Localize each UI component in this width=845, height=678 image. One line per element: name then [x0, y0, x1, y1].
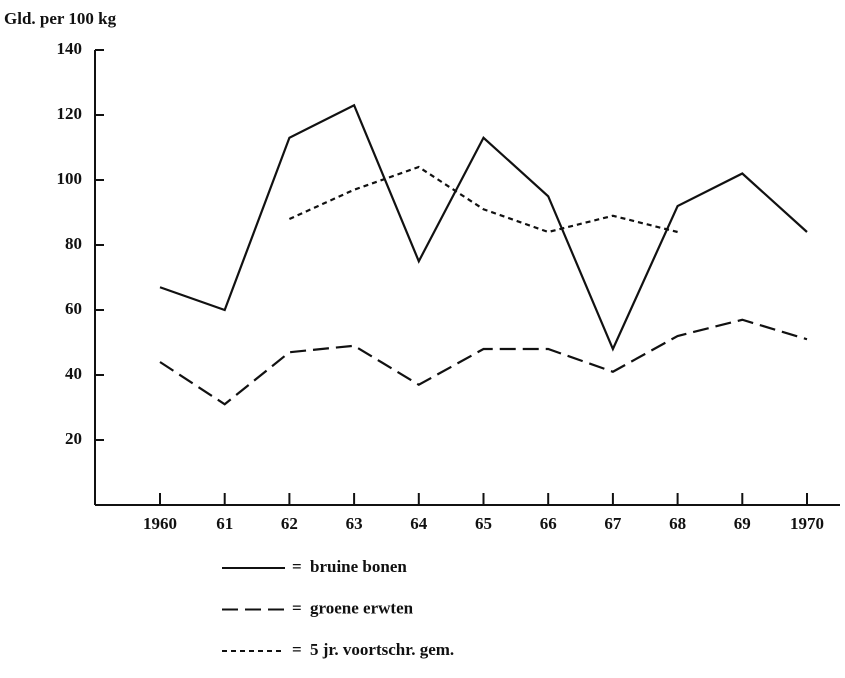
legend-marker: = [292, 598, 302, 617]
x-tick-label: 63 [346, 514, 363, 533]
x-tick-label: 1960 [143, 514, 177, 533]
y-tick-label: 140 [57, 39, 83, 58]
legend-label: bruine bonen [310, 557, 407, 576]
x-tick-label: 65 [475, 514, 492, 533]
legend-marker: = [292, 557, 302, 576]
series-line [288, 165, 678, 234]
x-tick-label: 64 [410, 514, 428, 533]
y-tick-label: 20 [65, 429, 82, 448]
legend-marker: = [292, 640, 302, 659]
x-tick-label: 67 [604, 514, 622, 533]
series-line [159, 318, 808, 406]
x-tick-label: 61 [216, 514, 233, 533]
legend-label: 5 jr. voortschr. gem. [310, 640, 454, 659]
y-tick-label: 80 [65, 234, 82, 253]
series-line [159, 103, 808, 352]
x-tick-label: 62 [281, 514, 298, 533]
y-axis-label: Gld. per 100 kg [4, 9, 117, 28]
y-tick-label: 40 [65, 364, 82, 383]
x-tick-label: 69 [734, 514, 751, 533]
y-tick-label: 100 [57, 169, 83, 188]
y-tick-label: 60 [65, 299, 82, 318]
x-tick-label: 68 [669, 514, 686, 533]
x-tick-label: 66 [540, 514, 557, 533]
y-tick-label: 120 [57, 104, 83, 123]
x-tick-label: 1970 [790, 514, 824, 533]
legend-label: groene erwten [310, 598, 414, 617]
